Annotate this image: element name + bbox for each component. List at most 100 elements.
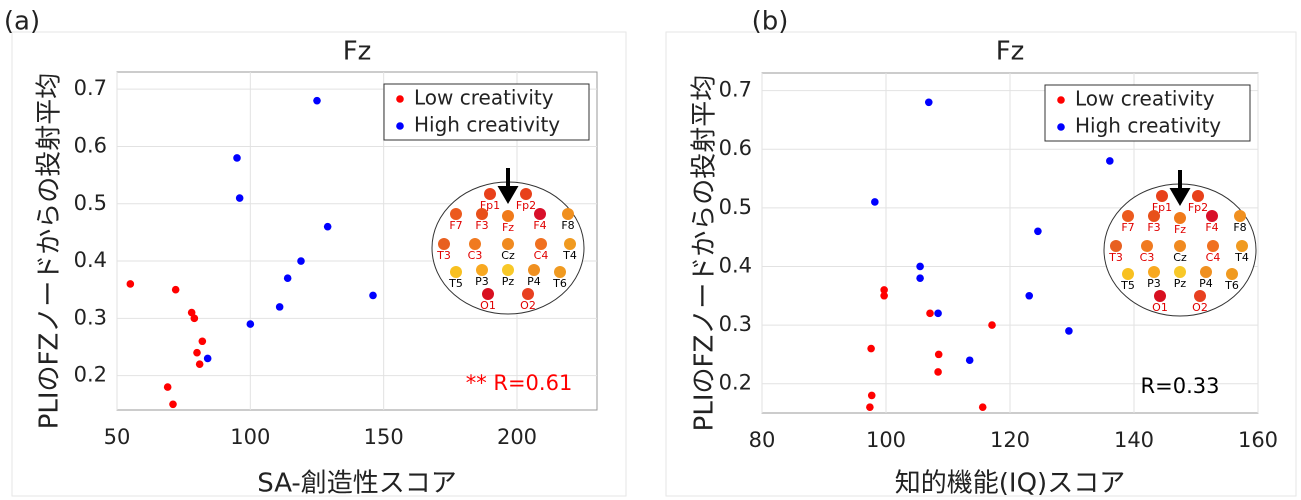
point (924, 98, 933, 107)
point (369, 291, 377, 300)
electrode (469, 238, 481, 250)
y-tick-label: 0.6 (74, 133, 107, 157)
electrode-label: F3 (1147, 221, 1160, 234)
electrode (1234, 210, 1246, 222)
legend-marker (396, 95, 404, 103)
electrode (502, 210, 514, 222)
y-tick-label: 0.7 (719, 78, 752, 102)
electrode-label: Fz (1174, 223, 1186, 236)
legend-marker (396, 122, 404, 130)
electrode-label: F4 (1205, 221, 1218, 234)
electrode-label: C4 (534, 249, 549, 262)
electrode (476, 208, 488, 220)
point (988, 321, 996, 329)
electrode (1174, 212, 1186, 224)
electrode-label: Pz (1174, 277, 1187, 290)
electrode-label: T3 (1108, 251, 1123, 264)
point (169, 400, 177, 409)
electrode-label: Fp1 (1152, 201, 1172, 214)
electrode-label: F3 (475, 219, 488, 232)
electrode-label: C3 (1140, 251, 1155, 264)
electrode (438, 238, 450, 250)
electrode (1192, 190, 1204, 202)
point (246, 320, 255, 328)
annotation: R=0.33 (1141, 374, 1220, 398)
electrode-label: O1 (480, 299, 496, 312)
point (275, 303, 284, 311)
electrode (1122, 210, 1134, 222)
point (934, 350, 943, 359)
x-axis-label: 知的機能(IQ)スコア (895, 469, 1125, 499)
electrode (484, 188, 496, 200)
electrode-label: T4 (562, 249, 577, 262)
electrode-label: P4 (527, 275, 541, 288)
electrode-label: O1 (1152, 301, 1168, 314)
electrode-label: O2 (520, 299, 536, 312)
electrode (1206, 210, 1218, 222)
electrode-label: F7 (449, 219, 462, 232)
point (867, 391, 876, 400)
y-tick-label: 0.4 (719, 253, 752, 277)
electrode-label: C4 (1206, 251, 1221, 264)
chart-title: Fz (996, 37, 1025, 67)
panel-frame (665, 31, 1297, 497)
y-tick-label: 0.6 (719, 136, 752, 160)
x-tick-label: 100 (230, 425, 270, 449)
electrode-label: C3 (468, 249, 483, 262)
point (190, 314, 199, 323)
electrode (520, 188, 532, 200)
electrode-label: Pz (502, 275, 515, 288)
y-tick-label: 0.2 (74, 363, 107, 387)
electrode (1174, 266, 1186, 278)
x-tick-label: 150 (364, 425, 404, 449)
point (916, 262, 924, 271)
x-axis-label: SA-創造性スコア (257, 469, 457, 499)
electrode (1236, 240, 1248, 252)
point (880, 291, 888, 300)
legend-label: Low creativity (414, 86, 554, 110)
electrode (1148, 266, 1160, 278)
y-axis-label: PLIのFZノードからの投射平均 (35, 73, 65, 430)
x-tick-label: 100 (866, 428, 906, 452)
y-tick-label: 0.5 (74, 191, 107, 215)
point (163, 383, 172, 391)
legend-marker (1057, 123, 1065, 131)
electrode (1156, 190, 1168, 202)
electrode (450, 266, 462, 278)
point (313, 96, 321, 105)
point (926, 309, 934, 318)
electrode-label: Fp1 (480, 199, 500, 212)
point (323, 222, 332, 231)
electrode-label: F7 (1121, 221, 1134, 234)
electrode-label: F8 (1233, 221, 1246, 234)
electrode (476, 264, 488, 276)
electrode-label: Fp2 (516, 199, 536, 212)
electrode-label: Cz (1173, 251, 1187, 264)
electrode-label: T6 (552, 277, 567, 290)
electrode-label: Fp2 (1188, 201, 1208, 214)
point (235, 194, 244, 202)
legend-label: High creativity (414, 113, 560, 137)
x-tick-label: 50 (104, 425, 131, 449)
panel-label: (a) (4, 7, 40, 37)
electrode (482, 288, 494, 300)
y-tick-label: 0.4 (74, 248, 107, 272)
y-tick-label: 0.5 (719, 195, 752, 219)
point (965, 356, 974, 365)
legend-box (383, 83, 590, 141)
x-tick-label: 80 (749, 428, 776, 452)
point (1106, 157, 1114, 165)
point (193, 348, 201, 357)
point (867, 344, 875, 353)
electrode-label: Fz (502, 221, 514, 234)
legend-marker (1057, 96, 1065, 104)
panel-frame (11, 31, 627, 497)
electrode (1207, 240, 1219, 252)
point (198, 337, 207, 346)
point (866, 403, 874, 411)
electrode (1174, 240, 1186, 252)
electrode-label: P4 (1199, 277, 1213, 290)
point (233, 154, 241, 162)
electrode (528, 264, 540, 276)
